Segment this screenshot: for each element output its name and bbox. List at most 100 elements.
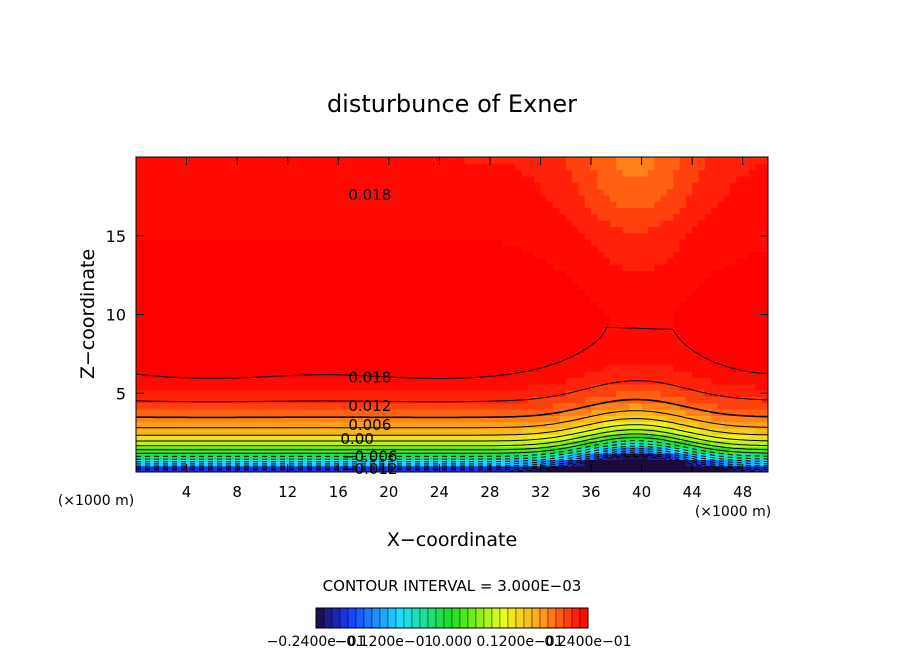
heatmap-cell — [546, 440, 554, 448]
heatmap-cell — [496, 383, 504, 391]
heatmap-cell — [325, 390, 333, 397]
heatmap-cell — [192, 434, 200, 442]
heatmap-cell — [502, 188, 510, 196]
heatmap-cell — [666, 264, 674, 271]
heatmap-cell — [224, 383, 232, 391]
heatmap-cell — [287, 270, 295, 278]
heatmap-cell — [565, 157, 573, 164]
heatmap-cell — [439, 352, 447, 360]
heatmap-cell — [641, 201, 649, 208]
heatmap-cell — [306, 383, 314, 391]
heatmap-cell — [584, 188, 592, 196]
heatmap-cell — [717, 371, 725, 379]
heatmap-cell — [692, 415, 700, 423]
heatmap-cell — [452, 175, 459, 183]
heatmap-cell — [388, 257, 396, 265]
heatmap-cell — [679, 289, 687, 297]
heatmap-cell — [136, 465, 143, 472]
heatmap-cell — [294, 364, 301, 372]
heatmap-cell — [464, 333, 472, 341]
heatmap-cell — [464, 295, 472, 303]
heatmap-cell — [635, 339, 643, 347]
heatmap-cell — [218, 434, 226, 442]
heatmap-cell — [698, 421, 706, 429]
heatmap-cell — [458, 182, 466, 190]
heatmap-cell — [749, 396, 756, 404]
heatmap-cell — [211, 339, 219, 347]
heatmap-cell — [357, 188, 365, 196]
heatmap-cell — [401, 194, 409, 202]
heatmap-cell — [275, 364, 282, 372]
heatmap-cell — [508, 194, 516, 202]
heatmap-cell — [306, 320, 314, 328]
heatmap-cell — [319, 257, 327, 265]
heatmap-cell — [527, 402, 535, 410]
heatmap-cell — [628, 383, 636, 391]
heatmap-cell — [673, 220, 681, 227]
heatmap-cell — [622, 289, 630, 297]
heatmap-cell — [306, 346, 314, 353]
heatmap-cell — [458, 283, 466, 290]
heatmap-cell — [698, 157, 706, 164]
heatmap-cell — [395, 390, 403, 397]
heatmap-cell — [553, 371, 561, 379]
heatmap-cell — [489, 459, 497, 467]
heatmap-cell — [173, 434, 181, 442]
heatmap-cell — [666, 446, 674, 454]
heatmap-cell — [167, 283, 175, 290]
heatmap-cell — [717, 465, 725, 472]
heatmap-cell — [376, 409, 384, 416]
heatmap-cell — [534, 201, 542, 208]
heatmap-cell — [205, 358, 213, 366]
heatmap-cell — [603, 238, 611, 246]
heatmap-cell — [470, 314, 478, 322]
heatmap-cell — [173, 352, 181, 360]
heatmap-cell — [622, 238, 630, 246]
heatmap-cell — [382, 270, 390, 278]
heatmap-cell — [685, 358, 693, 366]
heatmap-cell — [711, 276, 719, 284]
heatmap-cell — [654, 245, 662, 253]
heatmap-cell — [572, 333, 579, 341]
heatmap-cell — [610, 346, 617, 353]
heatmap-cell — [192, 175, 200, 183]
heatmap-cell — [597, 257, 605, 265]
heatmap-cell — [426, 390, 434, 397]
heatmap-cell — [584, 289, 592, 297]
heatmap-cell — [679, 283, 687, 290]
heatmap-cell — [382, 301, 390, 309]
heatmap-cell — [559, 201, 567, 208]
heatmap-cell — [717, 207, 725, 215]
heatmap-cell — [628, 175, 636, 183]
heatmap-cell — [483, 175, 491, 183]
heatmap-cell — [692, 289, 700, 297]
heatmap-cell — [350, 358, 358, 366]
heatmap-cell — [572, 371, 579, 379]
heatmap-cell — [350, 257, 358, 265]
heatmap-cell — [192, 377, 200, 385]
heatmap-cell — [281, 314, 289, 322]
heatmap-cell — [186, 308, 194, 316]
heatmap-cell — [635, 301, 643, 309]
heatmap-cell — [167, 390, 175, 397]
heatmap-cell — [749, 358, 756, 366]
heatmap-cell — [180, 377, 188, 385]
heatmap-cell — [736, 188, 744, 196]
heatmap-cell — [142, 339, 150, 347]
heatmap-cell — [287, 434, 295, 442]
heatmap-cell — [407, 320, 415, 328]
heatmap-cell — [262, 232, 270, 240]
heatmap-cell — [350, 264, 358, 271]
heatmap-cell — [268, 194, 276, 202]
heatmap-cell — [749, 264, 756, 271]
heatmap-cell — [477, 383, 485, 391]
heatmap-cell — [192, 396, 200, 404]
heatmap-cell — [616, 377, 624, 385]
heatmap-cell — [407, 434, 415, 442]
heatmap-cell — [597, 194, 605, 202]
heatmap-cell — [300, 264, 308, 271]
heatmap-cell — [243, 427, 251, 435]
heatmap-cell — [483, 201, 491, 208]
heatmap-cell — [281, 264, 289, 271]
heatmap-cell — [205, 163, 213, 171]
